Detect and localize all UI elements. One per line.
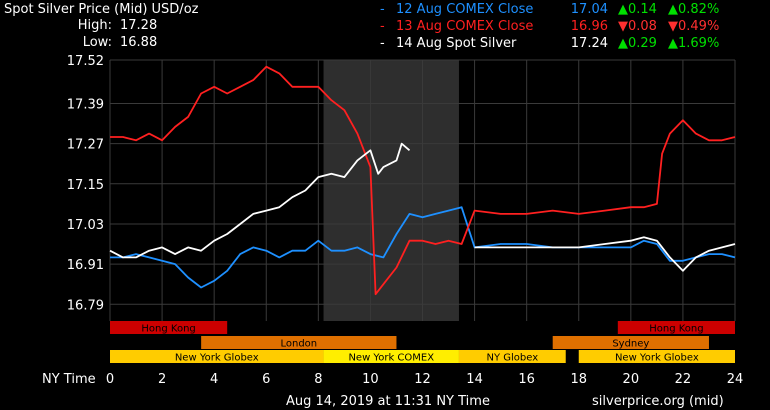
session-label: Sydney — [612, 339, 649, 350]
session-label: London — [280, 339, 317, 350]
comex-session-shade — [323, 60, 459, 321]
x-tick-label: 24 — [727, 372, 744, 387]
legend-change: ▲0.14 — [618, 2, 657, 17]
session-label: Hong Kong — [649, 324, 703, 335]
session-bar — [110, 350, 324, 363]
high-value: 17.28 — [120, 18, 158, 33]
session-label: New York Globex — [615, 353, 699, 364]
y-tick-label: 16.91 — [67, 258, 104, 273]
legend-series-name: 14 Aug Spot Silver — [396, 36, 517, 51]
session-bar — [323, 350, 459, 363]
session-bar — [578, 350, 735, 363]
series-line — [110, 65, 736, 296]
x-tick-label: 2 — [158, 372, 166, 387]
y-tick-label: 17.39 — [67, 98, 104, 113]
legend-swatch: - — [380, 2, 385, 17]
high-label: High: — [77, 18, 112, 33]
low-label: Low: — [82, 35, 112, 50]
x-tick-label: 4 — [210, 372, 218, 387]
session-bar — [617, 321, 735, 334]
legend-swatch: - — [380, 19, 385, 34]
y-tick-label: 17.03 — [67, 218, 104, 233]
legend-change-pct: ▲1.69% — [668, 36, 720, 51]
legend-series-name: 13 Aug COMEX Close — [396, 19, 534, 34]
session-bar — [201, 336, 397, 349]
x-tick-label: 8 — [314, 372, 322, 387]
x-tick-label: 12 — [414, 372, 431, 387]
x-tick-label: 18 — [570, 372, 587, 387]
legend-change: ▼0.08 — [618, 19, 657, 34]
session-bar — [458, 350, 566, 363]
session-bar — [110, 321, 228, 334]
session-label: New York Globex — [175, 353, 259, 364]
session-label: New York COMEX — [348, 353, 434, 364]
legend-series-name: 12 Aug COMEX Close — [396, 2, 534, 17]
x-tick-label: 22 — [675, 372, 692, 387]
legend-swatch: - — [380, 36, 385, 51]
y-tick-label: 17.52 — [67, 54, 104, 69]
legend-price: 16.96 — [570, 19, 608, 34]
legend-price: 17.04 — [570, 2, 608, 17]
timestamp: Aug 14, 2019 at 11:31 NY Time — [286, 394, 490, 409]
legend-price: 17.24 — [570, 36, 608, 51]
legend-change: ▲0.29 — [618, 36, 657, 51]
x-tick-label: 16 — [518, 372, 535, 387]
x-tick-label: 10 — [362, 372, 379, 387]
legend-change-pct: ▼0.49% — [668, 19, 720, 34]
x-axis-label: NY Time — [42, 372, 96, 387]
x-tick-label: 0 — [106, 372, 114, 387]
source: silverprice.org (mid) — [592, 394, 724, 409]
low-value: 16.88 — [120, 35, 158, 50]
series-line — [474, 236, 736, 272]
x-tick-label: 14 — [466, 372, 483, 387]
x-tick-label: 20 — [623, 372, 640, 387]
series-line — [110, 206, 736, 289]
session-bar — [552, 336, 709, 349]
y-tick-label: 16.79 — [67, 298, 104, 313]
session-label: Hong Kong — [141, 324, 195, 335]
x-tick-label: 6 — [262, 372, 270, 387]
y-tick-label: 17.27 — [67, 138, 104, 153]
chart-title: Spot Silver Price (Mid) USD/oz — [4, 2, 199, 17]
session-label: NY Globex — [487, 353, 539, 364]
series-line — [109, 142, 411, 259]
legend-change-pct: ▲0.82% — [668, 2, 720, 17]
y-tick-label: 17.15 — [67, 178, 104, 193]
